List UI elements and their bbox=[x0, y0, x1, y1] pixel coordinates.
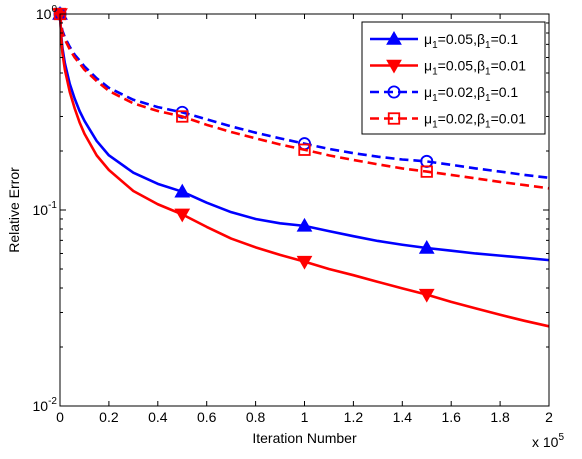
legend-label: μ1=0.02,β1=0.01 bbox=[424, 111, 526, 131]
x-tick-label: 1.2 bbox=[344, 409, 364, 425]
legend-label-part: =0.01 bbox=[491, 111, 527, 127]
legend-label-part: μ bbox=[424, 84, 432, 100]
y-tick-label: 10-1 bbox=[33, 200, 58, 218]
series-layer bbox=[52, 5, 550, 328]
legend-marker bbox=[387, 112, 401, 125]
series-line bbox=[58, 13, 550, 328]
y-tick-exponent: -1 bbox=[48, 200, 57, 211]
x-tick-label: 0 bbox=[56, 409, 64, 425]
legend-label-subscript: 1 bbox=[432, 40, 438, 51]
legend-label-subscript: 1 bbox=[485, 93, 491, 104]
x-axis-multiplier: x 105 bbox=[532, 432, 564, 450]
y-tick-exponent: -2 bbox=[48, 396, 57, 407]
legend-label-part: =0.05,β bbox=[438, 58, 485, 74]
legend-marker bbox=[386, 59, 402, 74]
legend-label-part: =0.02,β bbox=[438, 84, 485, 100]
legend-label-part: =0.05,β bbox=[438, 31, 485, 47]
y-tick-label: 100 bbox=[36, 4, 58, 22]
y-tick-exponent: 0 bbox=[51, 4, 57, 15]
legend-label: μ1=0.05,β1=0.01 bbox=[424, 58, 526, 78]
legend-label-part: =0.02,β bbox=[438, 111, 485, 127]
legend-marker bbox=[387, 85, 401, 99]
legend-entry: μ1=0.05,β1=0.01 bbox=[370, 58, 526, 78]
legend-entry: μ1=0.02,β1=0.01 bbox=[370, 111, 526, 131]
series-marker bbox=[296, 217, 313, 232]
series-line bbox=[58, 13, 550, 262]
series-marker bbox=[298, 143, 311, 156]
legend-label-part: μ bbox=[424, 31, 432, 47]
series-line bbox=[58, 13, 550, 190]
x-tick-label: 0.4 bbox=[148, 409, 168, 425]
legend-label-subscript: 1 bbox=[432, 67, 438, 78]
legend-label-subscript: 1 bbox=[485, 67, 491, 78]
legend-label-subscript: 1 bbox=[485, 40, 491, 51]
series-marker bbox=[418, 288, 435, 303]
x-tick-label: 1.8 bbox=[490, 409, 510, 425]
y-tick-label: 10-2 bbox=[33, 396, 58, 414]
legend-label-subscript: 1 bbox=[485, 120, 491, 131]
series-4 bbox=[53, 7, 550, 190]
y-tick-base: 10 bbox=[33, 202, 49, 218]
x-multiplier-base: x 10 bbox=[532, 434, 559, 450]
legend-label-part: =0.1 bbox=[491, 31, 519, 47]
x-tick-label: 1.4 bbox=[393, 409, 413, 425]
legend-marker bbox=[386, 30, 402, 45]
legend-entry: μ1=0.02,β1=0.1 bbox=[370, 84, 518, 104]
x-axis-label: Iteration Number bbox=[252, 430, 357, 446]
legend-label-subscript: 1 bbox=[432, 93, 438, 104]
legend-label: μ1=0.05,β1=0.1 bbox=[424, 31, 518, 51]
x-tick-label: 0.2 bbox=[99, 409, 119, 425]
y-tick-base: 10 bbox=[33, 398, 49, 414]
legend: μ1=0.05,β1=0.1μ1=0.05,β1=0.01μ1=0.02,β1=… bbox=[361, 21, 546, 135]
y-tick-base: 10 bbox=[36, 6, 52, 22]
axis-layer: 0 0.2 0.4 0.6 0.8 1 1.2 1.4 1.6 1.8 210010-110-2It… bbox=[6, 4, 564, 450]
legend-label-part: =0.01 bbox=[491, 58, 527, 74]
x-tick-label: 2 bbox=[545, 409, 553, 425]
legend-entry: μ1=0.05,β1=0.1 bbox=[370, 30, 518, 51]
legend-label-part: μ bbox=[424, 58, 432, 74]
legend-label-part: =0.1 bbox=[491, 84, 519, 100]
y-axis-label: Relative Error bbox=[6, 167, 22, 253]
series-marker bbox=[176, 110, 189, 123]
series-marker bbox=[420, 165, 433, 178]
legend-label-subscript: 1 bbox=[432, 120, 438, 131]
legend-label: μ1=0.02,β1=0.1 bbox=[424, 84, 518, 104]
series-marker bbox=[296, 255, 313, 270]
series-marker bbox=[174, 208, 191, 223]
x-tick-label: 0.8 bbox=[246, 409, 266, 425]
legend-label-part: μ bbox=[424, 111, 432, 127]
x-multiplier-exponent: 5 bbox=[558, 432, 564, 443]
series-marker bbox=[174, 183, 191, 198]
x-tick-label: 1.6 bbox=[441, 409, 461, 425]
series-marker bbox=[418, 239, 435, 254]
x-tick-label: 1 bbox=[301, 409, 309, 425]
x-tick-label: 0.6 bbox=[197, 409, 217, 425]
